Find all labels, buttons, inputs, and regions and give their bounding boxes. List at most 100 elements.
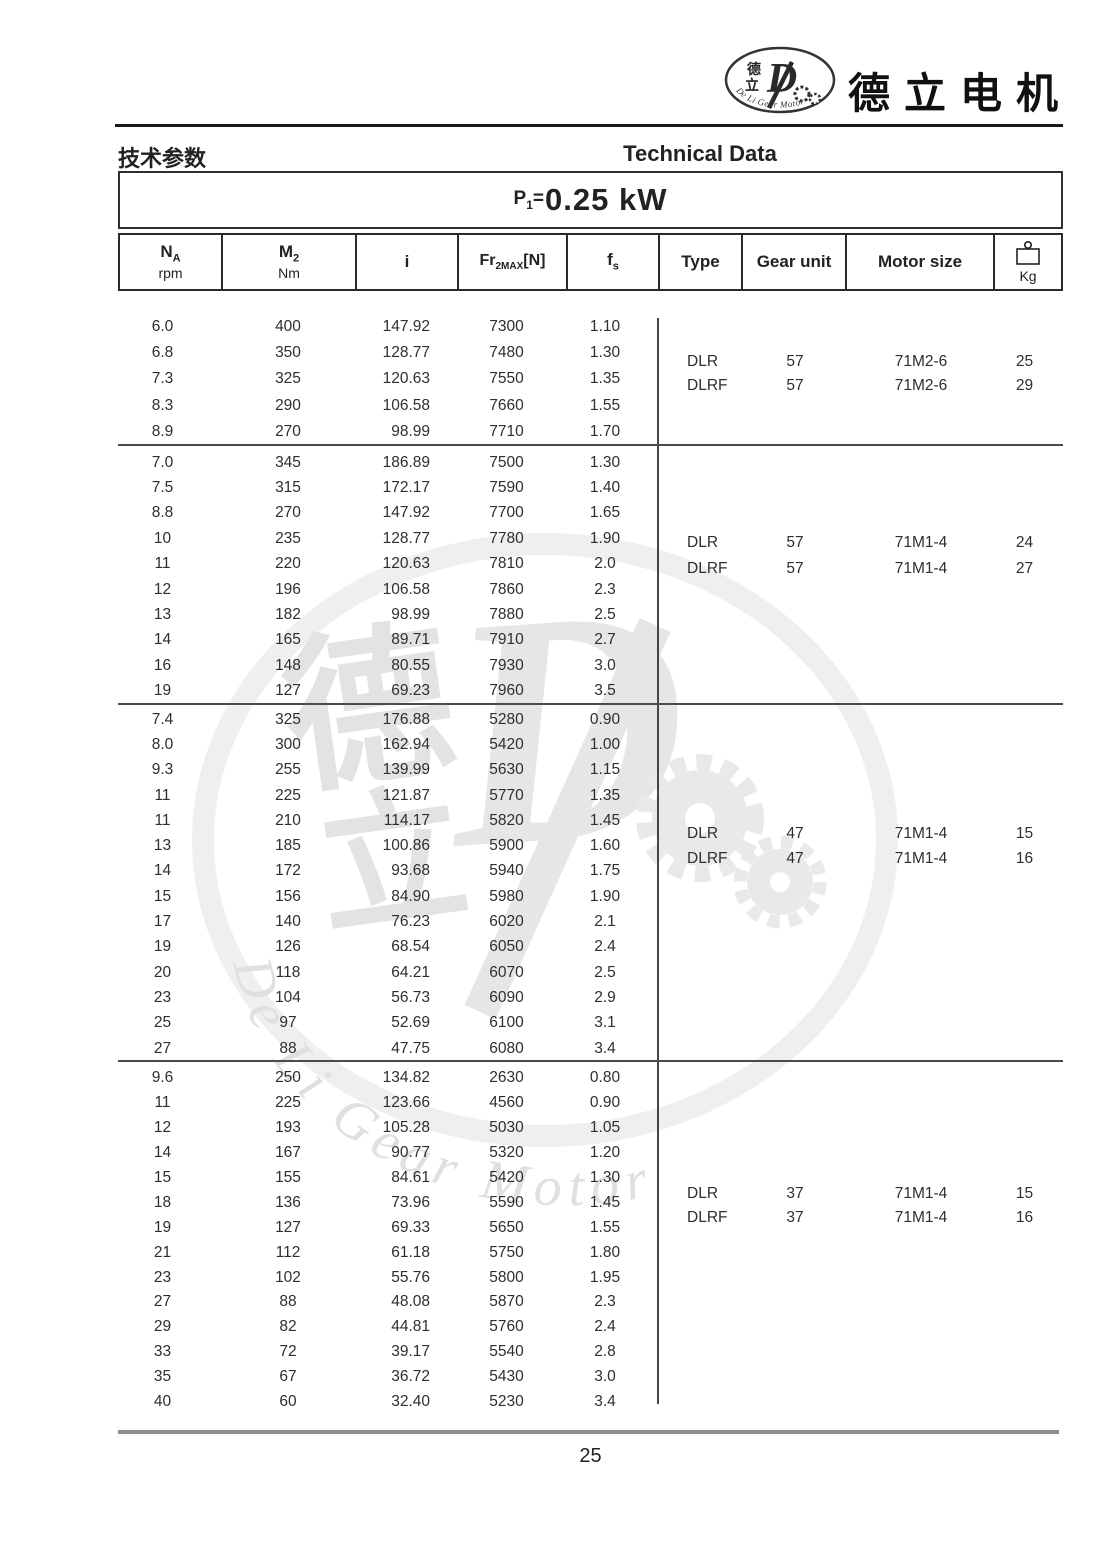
motor-row: DLRF 37 71M1-4 16	[658, 1205, 1062, 1231]
data-cell: 3.4	[594, 1039, 616, 1057]
data-cell: 69.23	[391, 682, 430, 700]
gear-unit-value: 37	[786, 1209, 804, 1226]
data-cell: 40	[153, 1393, 172, 1411]
gear-unit-value: 47	[786, 850, 804, 867]
data-cell: 7.4	[151, 710, 174, 728]
col-header-m2: M2 Nm	[223, 235, 357, 289]
motor-type: DLRF	[687, 1209, 728, 1226]
data-cell: 17	[153, 913, 172, 931]
data-cell: 1.60	[589, 837, 621, 855]
data-cell: 5770	[489, 786, 524, 804]
data-cell: 400	[275, 318, 301, 336]
data-cell: 11	[154, 1094, 171, 1112]
data-cell: 61.18	[391, 1243, 430, 1261]
data-cell: 25	[153, 1014, 172, 1032]
section-title-cn: 技术参数	[118, 146, 207, 171]
data-cell: 12	[153, 580, 172, 598]
gear-unit-value: 57	[786, 560, 804, 577]
data-cell: 19	[153, 682, 172, 700]
m2-unit: Nm	[278, 265, 300, 282]
data-cell: 123.66	[382, 1094, 430, 1112]
data-cell: 5430	[489, 1368, 524, 1386]
data-cell: 1.30	[589, 453, 621, 471]
data-cell: 10	[153, 529, 172, 547]
data-cell: 102	[275, 1268, 301, 1286]
data-cell: 165	[275, 631, 301, 649]
power-rating-box: P1= 0.25 kW	[118, 171, 1063, 229]
data-cell: 12	[153, 1119, 172, 1137]
data-cell: 6.0	[151, 318, 174, 336]
data-cell: 35	[153, 1368, 172, 1386]
motor-type: DLR	[687, 534, 719, 551]
motor-size-value: 71M1-4	[894, 825, 948, 842]
data-block-3: 7.4 325 176.88 5280 0.90 8.0 300 162.94 5420 1.00…	[118, 707, 1064, 1061]
table-header: NA rpm M2 Nm i Fr2MAX[N] fs Type Gear un…	[118, 233, 1063, 291]
data-cell: 76.23	[391, 913, 430, 931]
data-cell: 345	[275, 453, 301, 471]
data-cell: 21	[153, 1243, 172, 1261]
data-cell: 172.17	[382, 479, 430, 497]
data-cell: 16	[153, 656, 172, 674]
data-cell: 69.33	[391, 1218, 430, 1236]
data-cell: 6090	[489, 988, 524, 1006]
data-cell: 27	[153, 1039, 172, 1057]
col-header-type: Type	[660, 235, 743, 289]
data-cell: 84.61	[391, 1169, 430, 1186]
data-cell: 8.8	[151, 504, 174, 522]
data-cell: 2.0	[594, 555, 616, 573]
data-cell: 121.87	[382, 786, 430, 804]
data-cell: 15	[153, 1169, 172, 1186]
data-cell: 2.5	[594, 963, 616, 981]
data-cell: 167	[275, 1144, 301, 1162]
data-cell: 1.30	[589, 1169, 621, 1186]
data-cell: 7780	[489, 529, 524, 547]
data-cell: 1.00	[589, 735, 621, 753]
data-cell: 176.88	[382, 710, 430, 728]
data-cell: 120.63	[382, 555, 430, 573]
data-cell: 23	[153, 988, 172, 1006]
data-cell: 1.95	[589, 1268, 621, 1286]
data-cell: 1.65	[589, 504, 621, 522]
data-cell: 20	[153, 963, 172, 981]
data-rows: 7.0 345 186.89 7500 1.30 7.5 315 172.17 7590 1.40…	[118, 450, 658, 704]
data-cell: 210	[275, 811, 301, 829]
weight-kg-value: 25	[1015, 353, 1034, 370]
data-cell: 5650	[489, 1218, 524, 1236]
data-cell: 1.30	[589, 344, 621, 362]
weight-kg-value: 29	[1015, 377, 1034, 394]
motor-row: DLR 47 71M1-4 15	[658, 821, 1062, 847]
motor-row: DLRF 57 71M2-6 29	[658, 373, 1062, 399]
data-cell: 118	[275, 963, 301, 981]
data-cell: 93.68	[391, 862, 430, 880]
data-cell: 23	[153, 1268, 172, 1286]
data-cell: 250	[275, 1069, 301, 1087]
footer-rule	[118, 1430, 1059, 1434]
data-cell: 7.0	[151, 453, 174, 471]
data-cell: 88	[279, 1293, 297, 1311]
motor-type: DLR	[687, 1185, 719, 1202]
data-cell: 89.71	[391, 631, 430, 649]
data-cell: 32.40	[391, 1393, 430, 1411]
page-number: 25	[579, 1445, 602, 1467]
data-cell: 155	[275, 1169, 301, 1186]
data-cell: 7.3	[151, 370, 174, 388]
kg-unit: Kg	[1019, 267, 1037, 284]
data-cell: 5420	[489, 1169, 524, 1186]
data-cell: 84.90	[391, 887, 430, 905]
data-cell: 315	[275, 479, 301, 497]
motor-size-value: 71M2-6	[894, 353, 948, 370]
data-cell: 1.35	[589, 370, 621, 388]
data-cell: 7480	[489, 344, 524, 362]
data-cell: 105.28	[382, 1119, 430, 1137]
data-cell: 6050	[489, 938, 524, 956]
motor-row: DLR 57 71M2-6 25	[658, 349, 1062, 375]
logo-cn-top: 德	[747, 61, 761, 78]
data-cell: 5590	[489, 1193, 524, 1211]
motor-type: DLRF	[687, 377, 728, 394]
data-cell: 18	[153, 1193, 172, 1211]
data-cell: 68.54	[391, 938, 430, 956]
data-cell: 6020	[489, 913, 524, 931]
motor-size-value: 71M2-6	[894, 377, 948, 394]
data-cell: 139.99	[382, 761, 430, 779]
